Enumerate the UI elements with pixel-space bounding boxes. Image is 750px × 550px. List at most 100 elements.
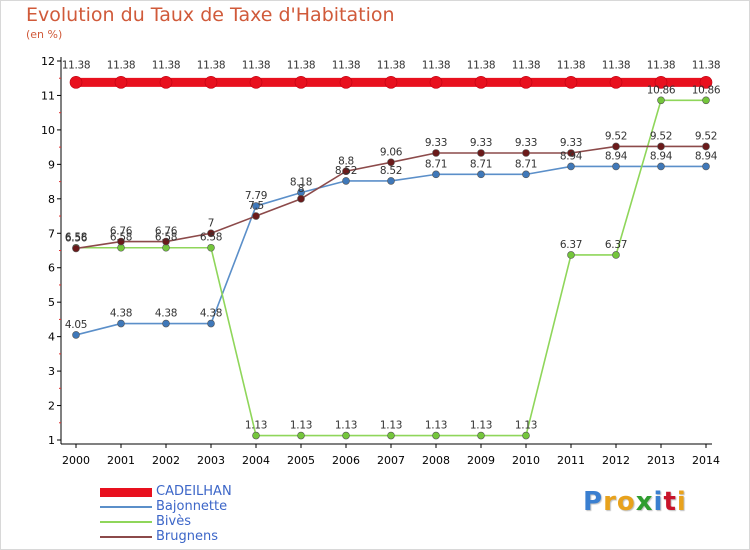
data-point-cadeilhan — [114, 76, 128, 89]
data-point-cadeilhan — [654, 76, 668, 89]
data-point-bajonnette — [567, 162, 575, 171]
data-label-bivès: 10.86 — [692, 84, 721, 96]
data-point-bajonnette — [72, 331, 80, 339]
data-label-cadeilhan: 11.38 — [377, 59, 406, 71]
data-label-bajonnette: 8.71 — [515, 158, 537, 170]
data-label-bivès: 6.58 — [65, 232, 87, 244]
data-label-bajonnette: 8.94 — [650, 150, 673, 162]
data-label-bivès: 1.13 — [470, 420, 492, 432]
data-label-cadeilhan: 11.38 — [152, 59, 181, 71]
x-tick-label: 2012 — [602, 454, 630, 467]
data-label-brugnens: 6.76 — [110, 226, 133, 238]
y-tick-label: 7 — [48, 227, 55, 240]
x-tick-label: 2007 — [377, 454, 405, 467]
x-tick-label: 2010 — [512, 454, 540, 467]
legend-swatch — [100, 536, 152, 538]
data-point-brugnens — [387, 158, 395, 167]
data-label-brugnens: 7 — [208, 217, 214, 229]
y-tick-label: 2 — [48, 400, 55, 413]
data-point-bajonnette — [387, 177, 395, 185]
y-tick-label: 12 — [41, 55, 55, 68]
proxiti-logo: Proxiti — [583, 487, 687, 517]
data-point-bivès — [567, 251, 575, 259]
x-tick-label: 2014 — [692, 454, 720, 467]
data-point-cadeilhan — [564, 76, 578, 89]
x-tick-label: 2009 — [467, 454, 495, 467]
data-label-bajonnette: 8.94 — [605, 150, 628, 162]
y-tick-label: 4 — [48, 331, 55, 344]
legend-label: Brugnens — [156, 529, 219, 544]
data-label-bivès: 6.58 — [110, 232, 132, 244]
data-point-cadeilhan — [699, 76, 713, 89]
x-tick-label: 2001 — [107, 454, 135, 467]
legend-swatch — [100, 488, 152, 497]
x-tick-label: 2006 — [332, 454, 360, 467]
data-label-bajonnette: 8.71 — [470, 158, 492, 170]
data-label-bivès: 1.13 — [290, 420, 312, 432]
data-label-bivès: 6.37 — [560, 239, 582, 251]
x-tick-label: 2004 — [242, 454, 270, 467]
y-tick-label: 11 — [41, 89, 55, 102]
x-tick-label: 2011 — [557, 454, 585, 467]
data-label-cadeilhan: 11.38 — [557, 59, 586, 71]
legend-item-cadeilhan: CADEILHAN — [100, 484, 300, 499]
data-point-bajonnette — [432, 170, 440, 179]
data-point-bivès — [702, 96, 710, 105]
data-label-brugnens: 9.06 — [380, 146, 403, 158]
data-point-bivès — [477, 431, 485, 440]
data-point-bajonnette — [612, 162, 620, 171]
data-point-bivès — [612, 251, 620, 259]
data-point-cadeilhan — [204, 76, 218, 89]
chart-title: Evolution du Taux de Taxe d'Habitation — [26, 4, 395, 26]
data-point-cadeilhan — [249, 76, 263, 89]
data-point-cadeilhan — [384, 76, 398, 89]
data-label-bajonnette: 8.18 — [290, 177, 312, 189]
data-point-cadeilhan — [519, 76, 533, 89]
y-tick-label: 3 — [48, 365, 55, 378]
data-point-brugnens — [117, 237, 125, 246]
data-point-bajonnette — [657, 162, 665, 171]
data-label-bivès: 1.13 — [335, 420, 357, 432]
data-label-brugnens: 6.76 — [155, 226, 178, 238]
data-label-brugnens: 9.52 — [605, 130, 627, 142]
x-tick-label: 2005 — [287, 454, 315, 467]
data-label-bivès: 10.86 — [647, 84, 676, 96]
data-label-cadeilhan: 11.38 — [287, 59, 316, 71]
data-point-brugnens — [702, 142, 710, 151]
data-label-brugnens: 9.33 — [470, 137, 492, 149]
data-point-bajonnette — [342, 177, 350, 185]
data-label-cadeilhan: 11.38 — [332, 59, 361, 71]
x-tick-label: 2013 — [647, 454, 675, 467]
data-label-cadeilhan: 11.38 — [692, 59, 721, 71]
data-point-bajonnette — [522, 170, 530, 179]
data-label-bajonnette: 8.52 — [335, 165, 357, 177]
data-label-bajonnette: 4.05 — [65, 319, 87, 331]
x-tick-label: 2003 — [197, 454, 225, 467]
data-point-bivès — [522, 431, 530, 440]
data-point-brugnens — [657, 142, 665, 151]
legend-item-brugnens: Brugnens — [100, 529, 300, 544]
data-label-brugnens: 9.52 — [695, 130, 717, 142]
data-point-bajonnette — [207, 319, 215, 328]
data-label-cadeilhan: 11.38 — [602, 59, 631, 71]
y-tick-label: 1 — [48, 434, 55, 447]
y-tick-label: 5 — [48, 296, 55, 309]
legend-label: Bajonnette — [156, 499, 228, 514]
data-point-brugnens — [72, 244, 80, 253]
data-point-bajonnette — [117, 319, 125, 328]
data-point-bivès — [432, 431, 440, 440]
data-label-bivès: 1.13 — [380, 420, 402, 432]
data-label-cadeilhan: 11.38 — [62, 59, 91, 71]
data-point-brugnens — [297, 195, 305, 203]
chart-unit-label: (en %) — [26, 28, 63, 41]
data-label-brugnens: 6.56 — [65, 232, 88, 244]
data-point-cadeilhan — [429, 76, 443, 89]
data-label-bajonnette: 8.71 — [425, 158, 447, 170]
legend-swatch — [100, 506, 152, 508]
x-tick-label: 2008 — [422, 454, 450, 467]
data-label-bivès: 1.13 — [425, 420, 447, 432]
data-label-bivès: 6.37 — [605, 239, 627, 251]
data-point-brugnens — [207, 229, 215, 238]
